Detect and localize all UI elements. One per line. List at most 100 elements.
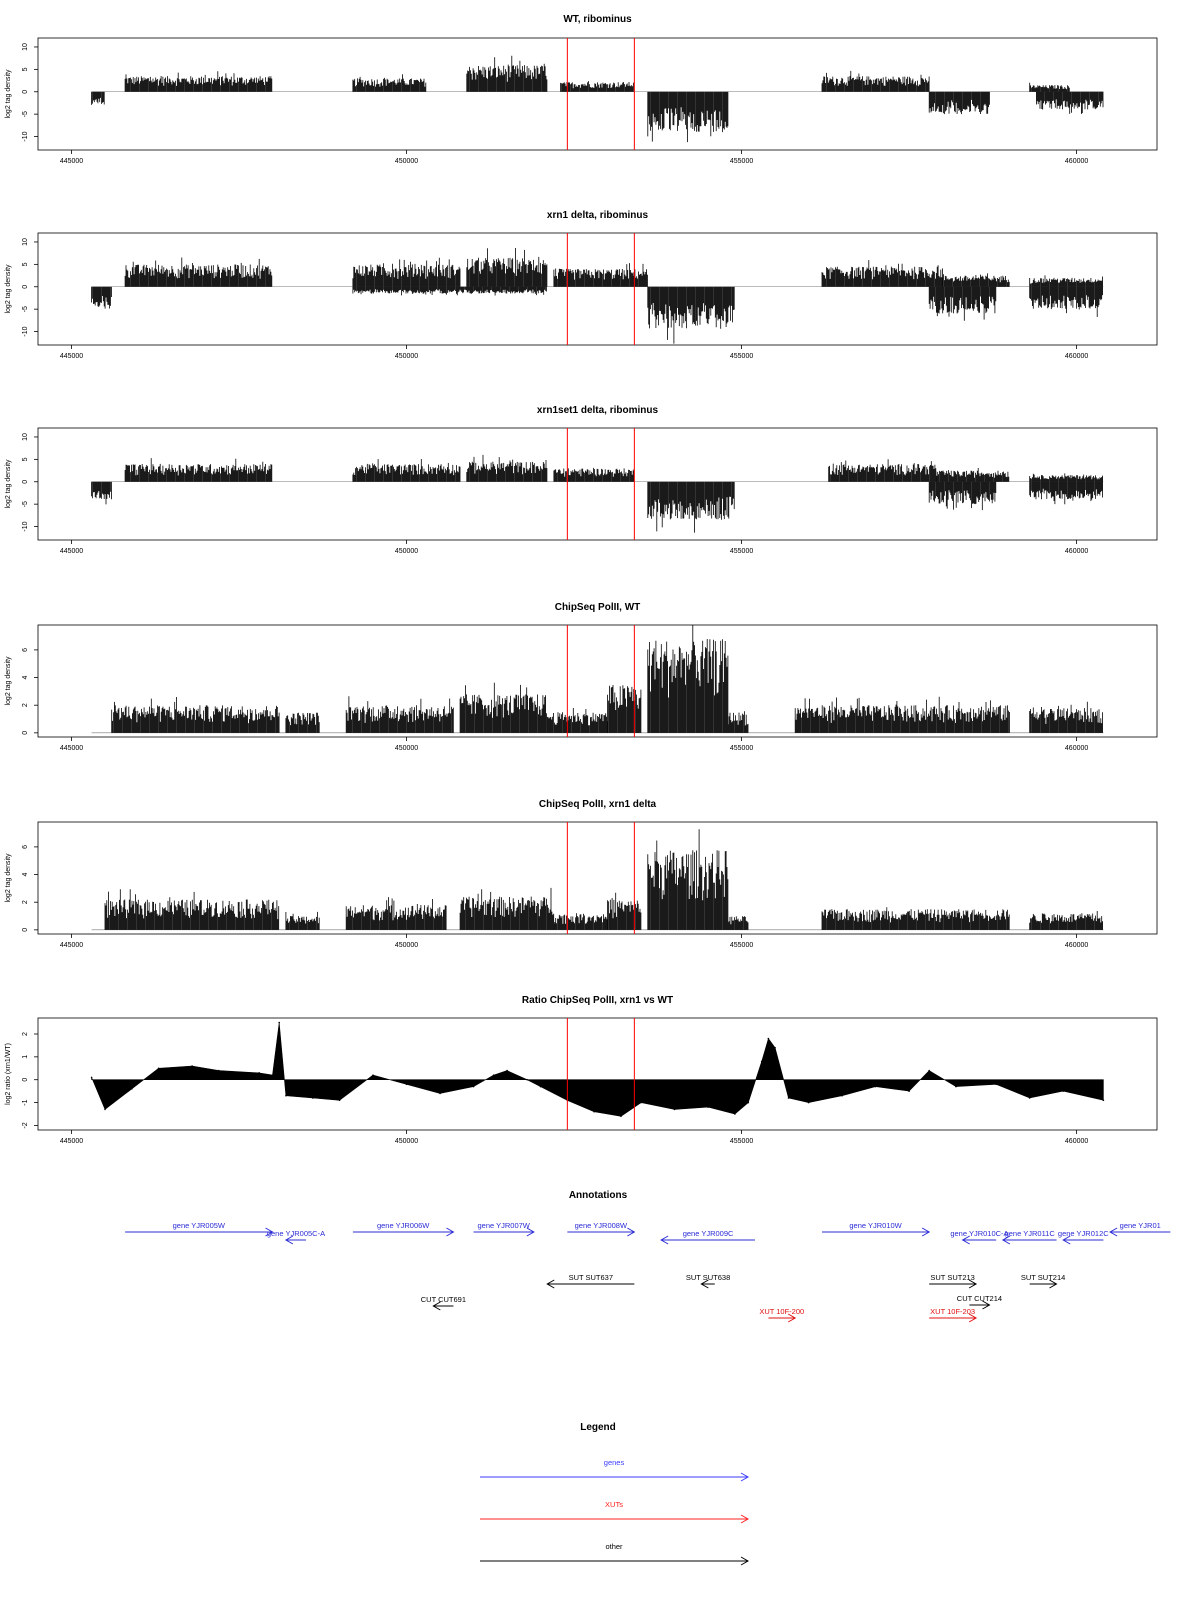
- plot-frame: [37, 37, 1158, 151]
- x-tick-label: 450000: [395, 158, 418, 165]
- signal-positive-0: [111, 697, 280, 733]
- annotation-label: XUT 10F-200: [759, 1307, 804, 1316]
- signal-negative-4: [1029, 286, 1103, 317]
- ratio-point: [734, 1113, 736, 1115]
- y-tick-label: 4: [22, 675, 29, 679]
- annotation-arrowhead: [982, 1300, 991, 1310]
- signal-positive-3: [459, 682, 547, 733]
- signal-positive-6: [647, 829, 729, 930]
- annotation-label: gene YJR010W: [849, 1221, 902, 1230]
- chart-title: ChipSeq PolII, WT: [555, 602, 641, 613]
- signal-positive-1: [352, 459, 461, 482]
- ratio-point: [285, 1094, 287, 1097]
- chart-title: WT, ribominus: [563, 14, 632, 25]
- ratio-point: [338, 1099, 341, 1102]
- ratio-point: [526, 1078, 528, 1081]
- chart-panel-4: ChipSeq PolII, WT log2 tag density 0 2 4 6 445…: [5, 602, 1158, 752]
- x-tick-label: 460000: [1065, 1138, 1088, 1145]
- chart-panel-1: WT, ribominus log2 tag density -10 -5 0 5 10 44…: [5, 14, 1158, 165]
- plot-frame: [37, 624, 1158, 738]
- y-axis-label: log2 tag density: [5, 69, 12, 119]
- x-tick-label: 450000: [395, 745, 418, 752]
- signal-positive-1: [352, 74, 427, 92]
- signal-positive-0: [124, 71, 273, 92]
- y-tick-label: 4: [22, 872, 29, 876]
- chart-title: xrn1 delta, ribominus: [547, 210, 649, 221]
- annotation-arrowhead: [446, 1227, 455, 1237]
- plot-frame: [37, 1017, 1158, 1131]
- x-tick-label: 455000: [730, 353, 753, 360]
- ratio-point: [640, 1101, 642, 1104]
- y-axis-label: log2 tag density: [5, 459, 12, 509]
- y-tick-label: -5: [22, 111, 29, 117]
- plot-area: [91, 233, 1104, 345]
- x-tick-label: 445000: [60, 1138, 83, 1145]
- ratio-point: [874, 1085, 877, 1088]
- y-tick-label: 0: [22, 1078, 29, 1082]
- ratio-point: [191, 1065, 193, 1067]
- x-tick-label: 445000: [60, 158, 83, 165]
- annotation-arrowhead: [1001, 1235, 1011, 1245]
- signal-negative-2: [928, 91, 990, 115]
- annotation-arrowhead: [921, 1227, 931, 1237]
- signal-positive-4: [553, 913, 608, 930]
- x-tick-label: 445000: [60, 353, 83, 360]
- annotation-arrowhead: [700, 1279, 709, 1289]
- ratio-point: [492, 1074, 495, 1076]
- signal-positive-4: [828, 459, 937, 482]
- ratio-point: [995, 1083, 997, 1086]
- y-tick-label: 2: [22, 900, 29, 904]
- ratio-point: [1062, 1090, 1064, 1092]
- annotation-label: gene YJR009C: [683, 1229, 734, 1238]
- annotation-arrowhead: [787, 1313, 797, 1323]
- ratio-point: [673, 1108, 676, 1111]
- annotation-arrowhead: [526, 1227, 535, 1237]
- ratio-point: [372, 1074, 374, 1076]
- signal-positive-6: [1029, 275, 1103, 287]
- x-tick-label: 450000: [395, 942, 418, 949]
- ratio-point: [539, 1085, 542, 1088]
- annotation-arrowhead: [627, 1227, 636, 1237]
- legend-title: Legend: [580, 1422, 616, 1433]
- annotation-label: gene YJR006W: [377, 1221, 430, 1230]
- signal-negative-1: [352, 286, 547, 296]
- signal-positive-0: [124, 257, 273, 287]
- chart-panel-6: Ratio ChipSeq PolII, xrn1 vs WT log2 rati…: [5, 995, 1158, 1145]
- plot-area: [91, 625, 1104, 737]
- ratio-point: [841, 1094, 843, 1097]
- ratio-point: [439, 1092, 441, 1095]
- ratio-point: [258, 1072, 260, 1074]
- plot-frame: [37, 232, 1158, 346]
- signal-positive-5: [942, 273, 1010, 287]
- plot-frame: [37, 821, 1158, 935]
- plot-area: [91, 38, 1104, 150]
- legend-arrowhead: [740, 1514, 750, 1524]
- signal-positive-2: [466, 55, 548, 92]
- ratio-point: [506, 1069, 508, 1072]
- annotation-arrowhead: [968, 1313, 978, 1323]
- signal-positive-8: [821, 907, 1010, 930]
- ratio-point: [311, 1097, 314, 1099]
- annotation-arrowhead: [1062, 1235, 1071, 1245]
- ratio-point: [747, 1101, 750, 1104]
- signal-negative-2: [647, 286, 735, 344]
- signal-negative-2: [928, 481, 997, 511]
- y-tick-label: 0: [22, 480, 29, 484]
- signal-positive-5: [607, 892, 642, 930]
- y-tick-label: -1: [22, 1099, 29, 1105]
- y-tick-label: 0: [22, 285, 29, 289]
- annotation-arrowhead: [968, 1279, 978, 1289]
- ratio-point: [1102, 1099, 1105, 1102]
- y-tick-label: -10: [22, 326, 29, 336]
- x-tick-label: 460000: [1065, 548, 1088, 555]
- x-tick-label: 455000: [730, 548, 753, 555]
- x-tick-label: 445000: [60, 745, 83, 752]
- legend-label: other: [605, 1542, 623, 1551]
- ratio-area: [91, 1022, 1104, 1117]
- chart-title: xrn1set1 delta, ribominus: [537, 405, 659, 416]
- x-tick-label: 460000: [1065, 942, 1088, 949]
- signal-positive-0: [124, 458, 273, 482]
- signal-positive-1: [285, 911, 320, 930]
- chart-title: Ratio ChipSeq PolII, xrn1 vs WT: [522, 995, 673, 1006]
